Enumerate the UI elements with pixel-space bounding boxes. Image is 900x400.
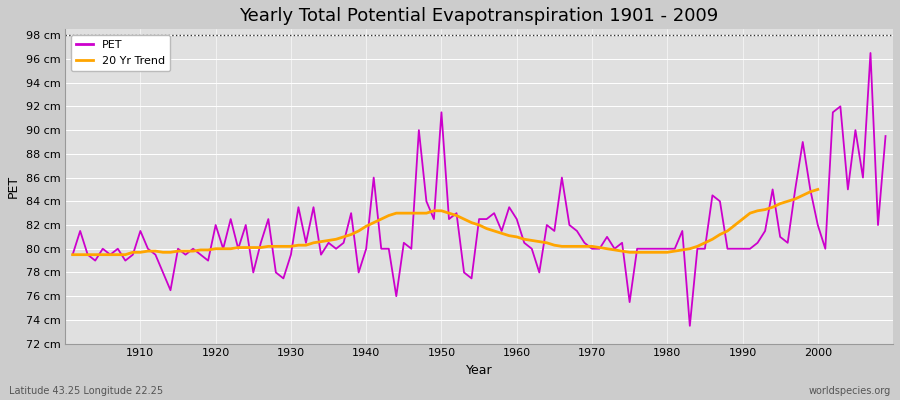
Legend: PET, 20 Yr Trend: PET, 20 Yr Trend [71, 35, 170, 72]
Y-axis label: PET: PET [7, 175, 20, 198]
Title: Yearly Total Potential Evapotranspiration 1901 - 2009: Yearly Total Potential Evapotranspiratio… [239, 7, 719, 25]
X-axis label: Year: Year [466, 364, 492, 377]
Text: Latitude 43.25 Longitude 22.25: Latitude 43.25 Longitude 22.25 [9, 386, 163, 396]
Text: worldspecies.org: worldspecies.org [809, 386, 891, 396]
